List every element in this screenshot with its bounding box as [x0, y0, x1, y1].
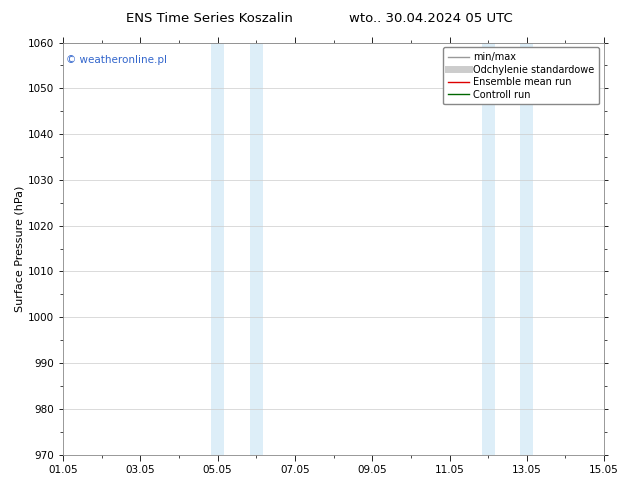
Bar: [250, 43, 263, 455]
Text: wto.. 30.04.2024 05 UTC: wto.. 30.04.2024 05 UTC: [349, 12, 513, 25]
Text: © weatheronline.pl: © weatheronline.pl: [66, 55, 167, 65]
Bar: [521, 43, 533, 455]
Text: ENS Time Series Koszalin: ENS Time Series Koszalin: [126, 12, 293, 25]
Bar: [211, 43, 224, 455]
Legend: min/max, Odchylenie standardowe, Ensemble mean run, Controll run: min/max, Odchylenie standardowe, Ensembl…: [443, 48, 599, 104]
Bar: [482, 43, 495, 455]
Y-axis label: Surface Pressure (hPa): Surface Pressure (hPa): [15, 185, 25, 312]
